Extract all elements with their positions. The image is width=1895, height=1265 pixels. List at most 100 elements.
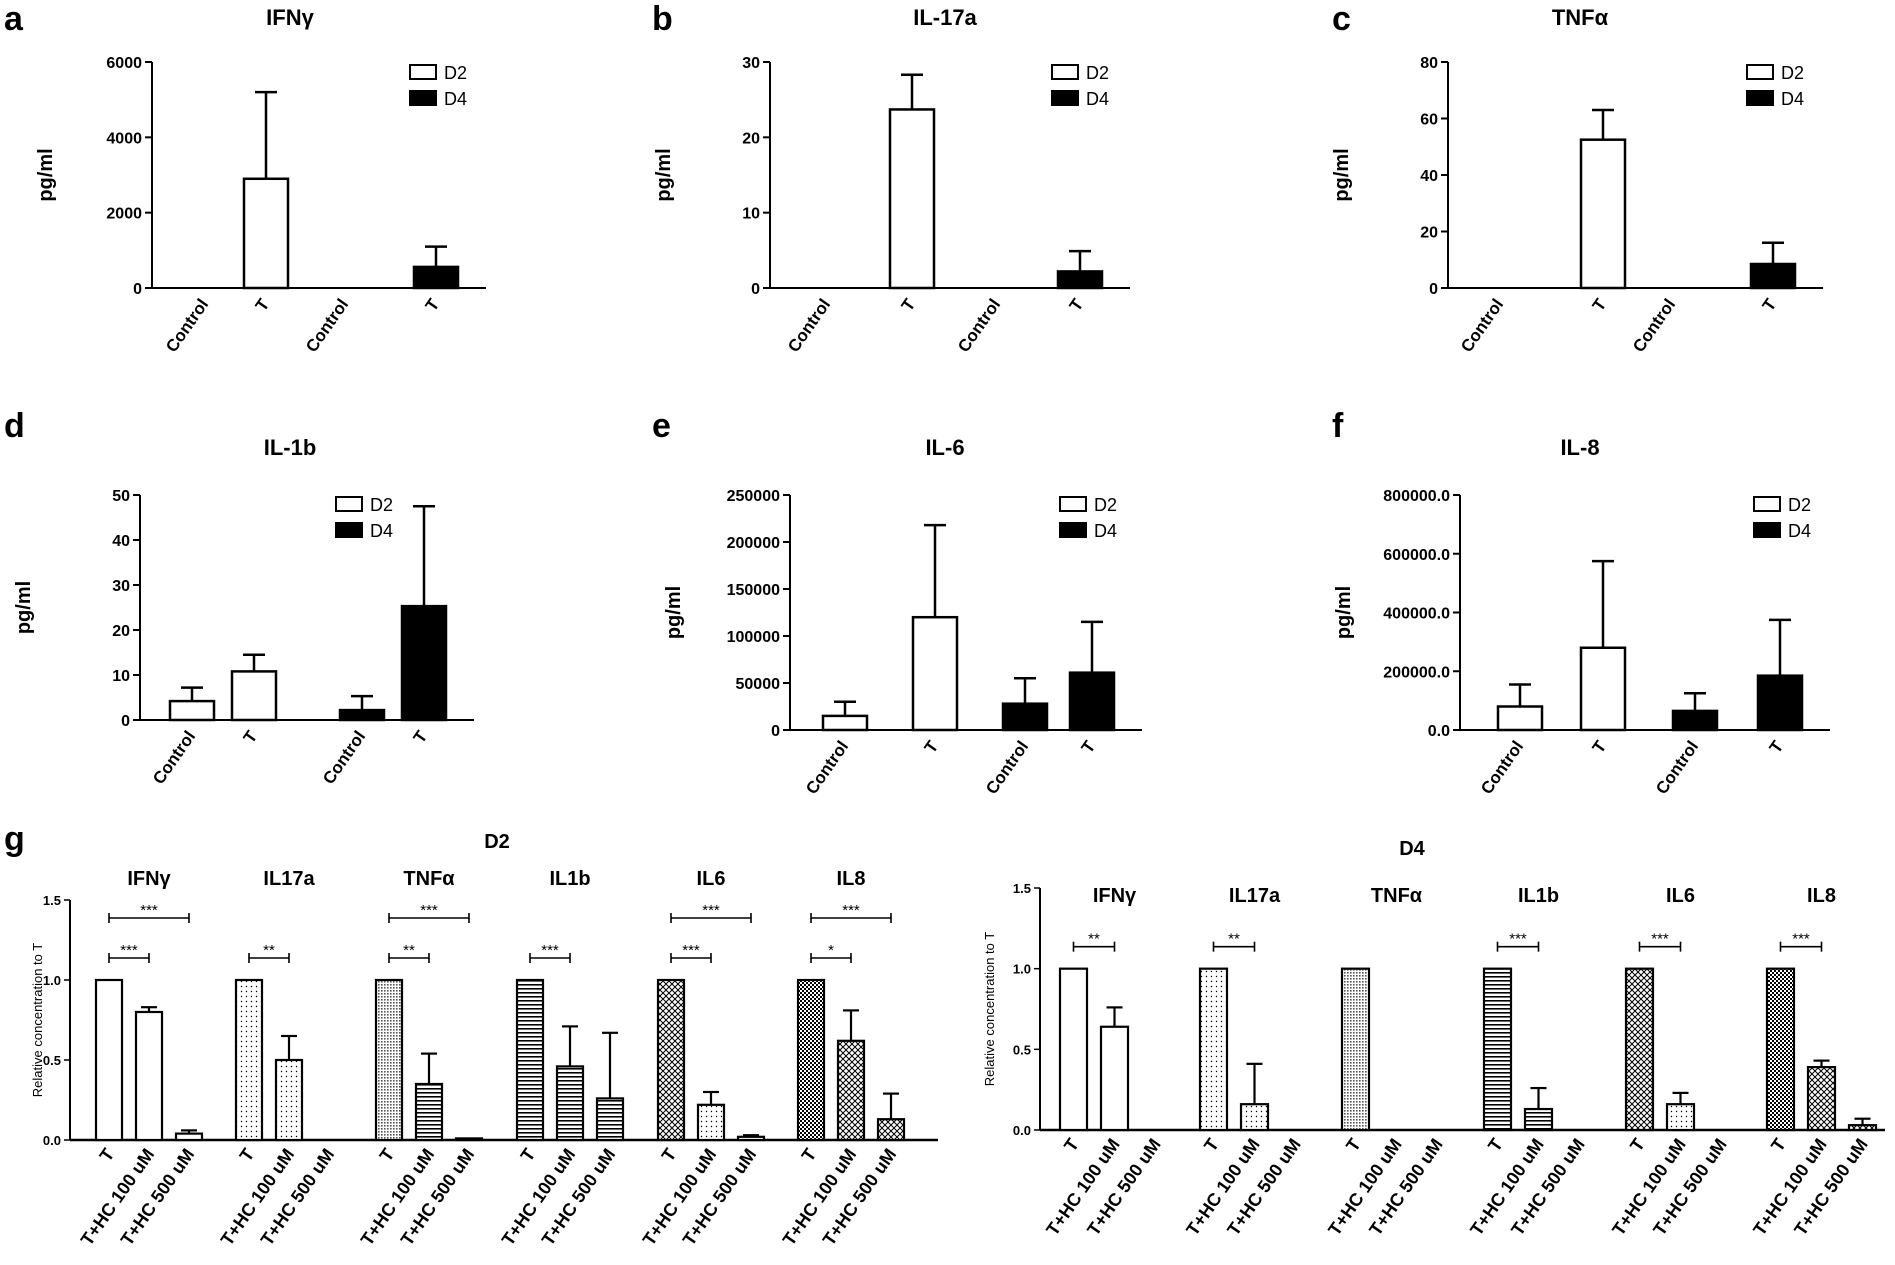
y-tick-label-d: 40 [112,533,130,550]
y-tick-label-a: 0 [133,281,142,298]
bar-d-3 [400,604,448,722]
bar-d2-0-0 [94,978,124,1142]
bar-d4-4-0 [1624,967,1655,1132]
x-tick-label-c-2: Control [1629,295,1679,355]
x-tick-label-c-0: Control [1457,295,1507,355]
y-tick-label-d: 30 [112,578,130,595]
x-tick-label-c-1: T [1589,295,1611,315]
sig-label-d2-4-1: *** [702,902,720,919]
legend-swatch-b-1 [1051,90,1079,106]
x-tick-label-d2-5-0: T [798,1145,821,1165]
bar-a-3 [412,265,460,290]
x-tick-label-d4-1-0: T [1200,1135,1223,1155]
y-tick-label-e: 250000 [727,488,780,505]
x-tick-label-d2-3-0: T [517,1145,540,1165]
x-tick-label-d-2: Control [319,727,369,787]
x-tick-label-f-1: T [1589,737,1611,757]
y-tick-label-a: 6000 [106,55,142,72]
y-tick-label-a: 4000 [106,130,142,147]
y-tick-label-c: 20 [1420,225,1438,242]
x-tick-label-d4-5-0: T [1767,1135,1790,1155]
y-tick-label-d: 10 [112,668,130,685]
y-tick-label-e: 50000 [736,676,781,693]
y-tick-label-e: 150000 [727,582,780,599]
bar-d2-1-1 [274,1058,304,1142]
bar-d2-3-1 [555,1065,585,1142]
legend-swatch-a-1 [409,90,437,106]
chart-title-d4: D4 [1399,838,1425,860]
panel-letter-g: g [4,820,25,858]
bar-d2-5-0 [796,978,826,1142]
bar-d4-5-1 [1806,1065,1837,1132]
sig-label-d2-5-0: * [828,942,834,959]
y-tick-label-d: 0 [121,713,130,730]
panel-letter-f: f [1332,407,1344,445]
x-tick-label-d2-0-0: T [96,1145,119,1165]
bar-d-2 [338,708,386,722]
chart-title-e: IL-6 [925,435,964,460]
x-tick-label-a-1: T [252,295,274,315]
bar-d4-0-1 [1099,1025,1130,1132]
series-label-d4-1: IL17a [1229,885,1281,907]
bar-f-0 [1496,705,1544,732]
bar-d2-0-2 [174,1132,204,1142]
legend-label-b-0: D2 [1086,63,1109,83]
chart-title-d: IL-1b [264,435,317,460]
x-tick-label-a-3: T [422,295,444,315]
y-tick-label-e: 200000 [727,535,780,552]
x-tick-label-c-3: T [1759,295,1781,315]
chart-title-b: IL-17a [913,5,977,30]
y-tick-label-d2: 0.0 [43,1133,61,1148]
legend-swatch-e-0 [1059,496,1087,512]
sig-label-d4-3-0: *** [1509,931,1527,948]
chart-title-d2: D2 [484,831,510,853]
bar-d2-4-2 [736,1135,766,1142]
legend-swatch-d-0 [335,496,363,512]
bar-f-1 [1579,646,1627,732]
legend-swatch-c-0 [1746,64,1774,80]
bar-d2-0-1 [134,1010,164,1142]
y-axis-title-c: pg/ml [1331,148,1353,201]
sig-label-d2-2-1: *** [420,902,438,919]
y-tick-label-b: 0 [751,281,760,298]
x-tick-label-d2-2-0: T [376,1145,399,1165]
legend-label-a-1: D4 [444,89,467,109]
bar-d2-1-0 [234,978,264,1142]
x-tick-label-a-2: Control [302,295,352,355]
bar-d4-4-1 [1665,1103,1696,1132]
panel-letter-a: a [4,0,24,38]
series-label-d4-3: IL1b [1518,885,1559,907]
chart-title-f: IL-8 [1560,435,1599,460]
series-label-d2-4: IL6 [697,868,726,890]
legend-swatch-e-1 [1059,522,1087,538]
y-tick-label-c: 80 [1420,55,1438,72]
series-label-d2-5: IL8 [837,868,866,890]
sig-label-d4-5-0: *** [1792,931,1810,948]
bar-e-2 [1001,702,1049,732]
x-tick-label-d-1: T [240,727,262,747]
legend-swatch-f-1 [1753,522,1781,538]
x-tick-label-e-3: T [1078,737,1100,757]
bar-f-3 [1756,674,1804,732]
y-axis-title-f: pg/ml [1333,586,1355,639]
bar-c-1 [1579,138,1627,290]
bar-b-1 [888,108,936,290]
y-tick-label-f: 200000.0 [1383,664,1450,681]
y-tick-label-d2: 0.5 [43,1053,61,1068]
sig-label-d2-3-0: *** [541,942,559,959]
x-tick-label-a-0: Control [162,295,212,355]
panel-letter-b: b [652,0,673,38]
legend-label-b-1: D4 [1086,89,1109,109]
x-tick-label-e-2: Control [982,737,1032,797]
bar-d2-2-0 [374,978,404,1142]
y-tick-label-d4: 0.5 [1013,1042,1031,1057]
x-tick-label-d-3: T [410,727,432,747]
legend-swatch-d-1 [335,522,363,538]
bar-e-3 [1068,671,1116,732]
bar-d4-0-0 [1058,967,1089,1132]
legend-swatch-f-0 [1753,496,1781,512]
x-tick-label-e-1: T [921,737,943,757]
x-tick-label-b-3: T [1066,295,1088,315]
y-axis-title-d2: Relative concentration to T [30,943,45,1097]
